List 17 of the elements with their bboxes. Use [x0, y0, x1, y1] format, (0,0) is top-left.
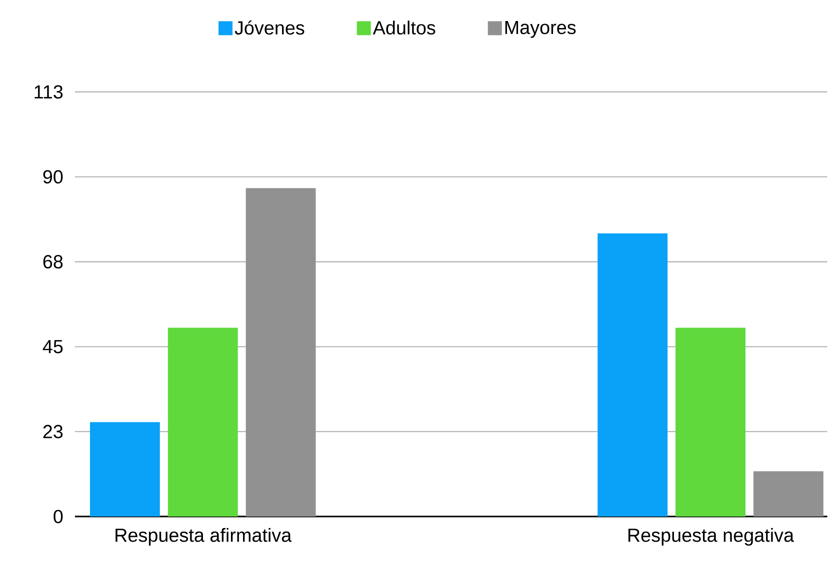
x-tick-label: Respuesta negativa	[628, 528, 794, 546]
y-tick-label: 113	[34, 84, 63, 98]
bar	[246, 188, 316, 516]
bar	[676, 328, 746, 516]
legend-label: Jóvenes	[234, 20, 304, 34]
y-tick-label: 0	[54, 510, 63, 523]
y-tick-label: 23	[43, 424, 63, 438]
y-tick-label: 90	[43, 170, 63, 184]
y-tick-label: 45	[42, 340, 63, 354]
y-tick-label: 68	[43, 254, 63, 268]
legend-label: Mayores	[505, 20, 576, 38]
legend-label: Adultos	[372, 20, 436, 34]
x-tick-label: Respuesta afirmativa	[116, 528, 292, 546]
bar	[168, 328, 238, 516]
bar	[753, 470, 824, 516]
bar	[598, 233, 668, 516]
bar	[90, 422, 160, 516]
